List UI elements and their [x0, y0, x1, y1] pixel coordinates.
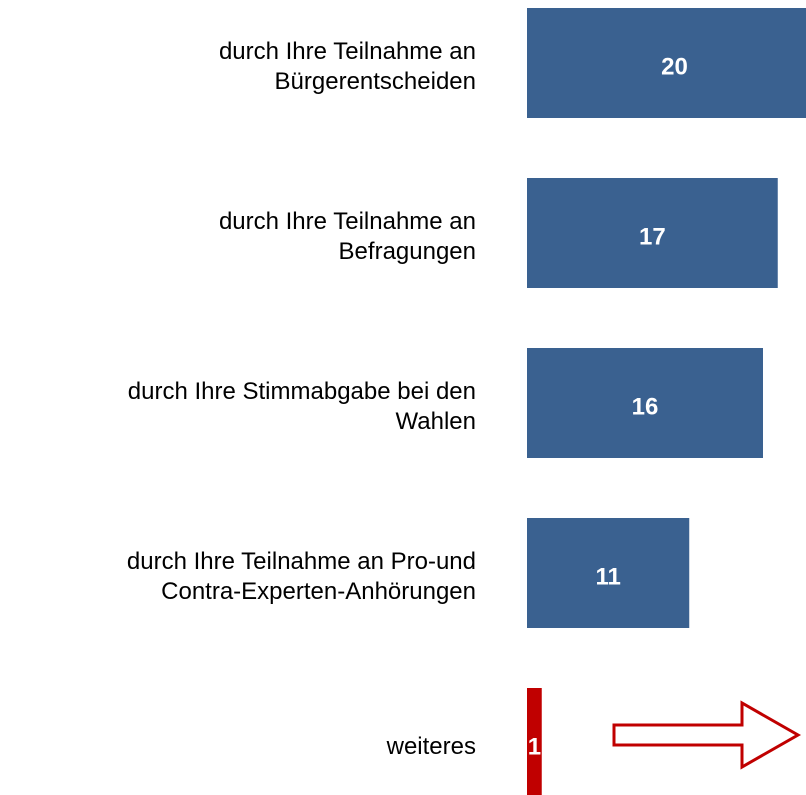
category-line: weiteres [386, 733, 476, 760]
value-label: 17 [639, 223, 666, 250]
category-label: durch Ihre Stimmabgabe bei den Wahlen [128, 378, 476, 435]
bar-row: 11 durch Ihre Teilnahme an Pro-und Contra-… [127, 518, 690, 628]
bar-row: 1 weiteres [386, 688, 542, 795]
category-line: Befragungen [339, 238, 476, 265]
category-line: Wahlen [396, 408, 476, 435]
category-label: weiteres [386, 733, 476, 760]
category-line: Bürgerentscheiden [275, 68, 476, 95]
category-line: durch Ihre Teilnahme an Pro-und [127, 548, 476, 575]
bar [527, 518, 690, 628]
category-line: durch Ihre Teilnahme an [219, 208, 476, 235]
value-label: 16 [632, 393, 659, 420]
bar [527, 348, 763, 458]
bar-row: 20 durch Ihre Teilnahme an Bürgerentscheid… [219, 8, 806, 118]
value-label: 20 [661, 53, 688, 80]
bar [527, 178, 778, 288]
category-line: durch Ihre Stimmabgabe bei den [128, 378, 476, 405]
value-label: 1 [528, 733, 541, 760]
category-line: Contra-Experten-Anhörungen [161, 578, 476, 605]
bar-row: 17 durch Ihre Teilnahme an Befragungen [219, 178, 778, 288]
bar [527, 8, 806, 118]
bar-row: 16 durch Ihre Stimmabgabe bei den Wahlen [128, 348, 763, 458]
bar [527, 688, 542, 795]
value-label: 11 [595, 563, 620, 590]
category-label: durch Ihre Teilnahme an Befragungen [219, 208, 476, 265]
category-label: durch Ihre Teilnahme an Pro-und Contra-Ex… [127, 548, 476, 605]
arrow [612, 700, 802, 770]
category-line: durch Ihre Teilnahme an [219, 38, 476, 65]
category-label: durch Ihre Teilnahme an Bürgerentscheiden [219, 38, 476, 95]
